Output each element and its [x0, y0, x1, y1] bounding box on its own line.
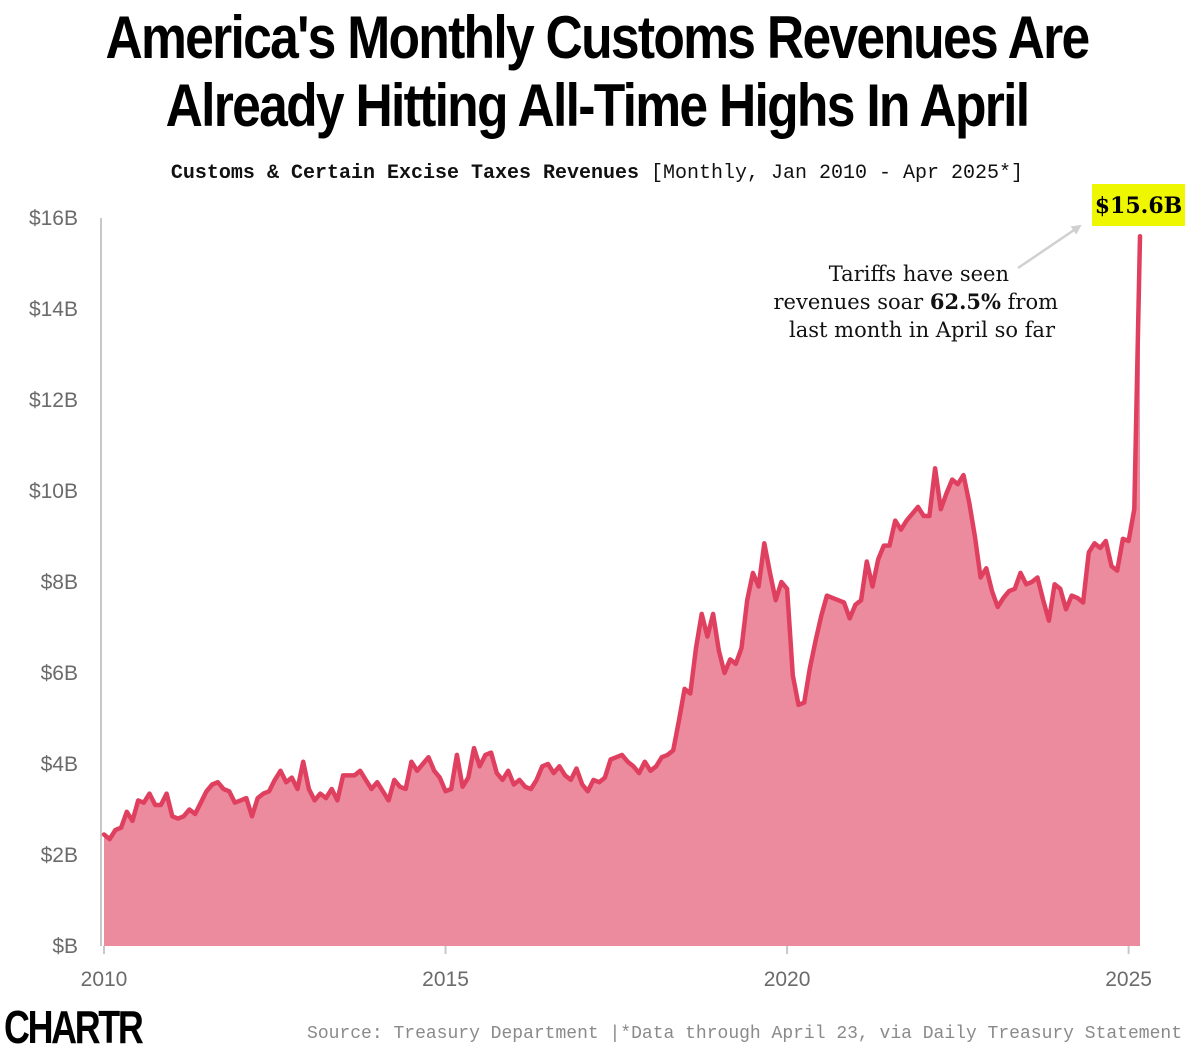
y-tick-label: $10B: [29, 480, 78, 503]
y-tick-label: $12B: [29, 389, 78, 412]
callout-label: $15.6B: [1092, 184, 1185, 226]
revenue-line: [101, 233, 1143, 842]
annotation-line-2: revenues soar 62.5% from: [774, 289, 1059, 314]
y-tick-label: $2B: [41, 844, 78, 867]
chart-title: America's Monthly Customs Revenues Are A…: [84, 4, 1111, 140]
y-tick-label: $14B: [29, 298, 78, 321]
annotation-text: Tariffs have seen revenues soar 62.5% fr…: [774, 262, 1059, 342]
x-axis-ticks: 2010 2015 2020 2025: [81, 946, 1152, 991]
annotation-line-2-pre: revenues soar: [774, 290, 930, 314]
revenue-area-fill: [104, 236, 1140, 946]
y-tick-label: $16B: [29, 207, 78, 230]
y-axis-ticks: $B $2B $4B $6B $8B $10B $12B $14B $16B: [29, 207, 78, 958]
annotation-percent: 62.5%: [930, 289, 1001, 314]
x-tick-label: 2015: [422, 968, 469, 991]
y-tick-label: $8B: [41, 571, 78, 594]
x-tick-label: 2010: [81, 968, 128, 991]
x-tick-label: 2020: [764, 968, 811, 991]
annotation-line-2-post: from: [1001, 290, 1058, 314]
annotation-line-3: last month in April so far: [789, 318, 1056, 342]
callout-highlight: [1092, 184, 1185, 226]
annotation-arrow: [1017, 224, 1082, 270]
y-tick-label: $4B: [41, 753, 78, 776]
y-tick-label: $6B: [41, 662, 78, 685]
chart-subtitle-bold: Customs & Certain Excise Taxes Revenues: [170, 162, 639, 185]
annotation-line-1: Tariffs have seen: [829, 262, 1009, 286]
source-note: Source: Treasury Department |*Data throu…: [307, 1024, 1182, 1044]
chart-subtitle: Customs & Certain Excise Taxes Revenues …: [0, 162, 1194, 185]
chart-subtitle-rest: [Monthly, Jan 2010 - Apr 2025*]: [639, 162, 1024, 185]
x-tick-label: 2025: [1105, 968, 1152, 991]
customs-revenue-chart: $B$2B$4B$6B$8B$10B$12B$14B$16B 2010 2015 2…: [29, 184, 1185, 991]
chartr-logo: CHARTR: [4, 1001, 144, 1053]
chart-title-line-1: America's Monthly Customs Revenues Are: [105, 4, 1090, 71]
y-tick-label: $B: [52, 935, 78, 958]
callout-value: $15.6B: [1095, 193, 1182, 219]
chart-title-line-2: Already Hitting All-Time Highs In April: [165, 72, 1030, 139]
